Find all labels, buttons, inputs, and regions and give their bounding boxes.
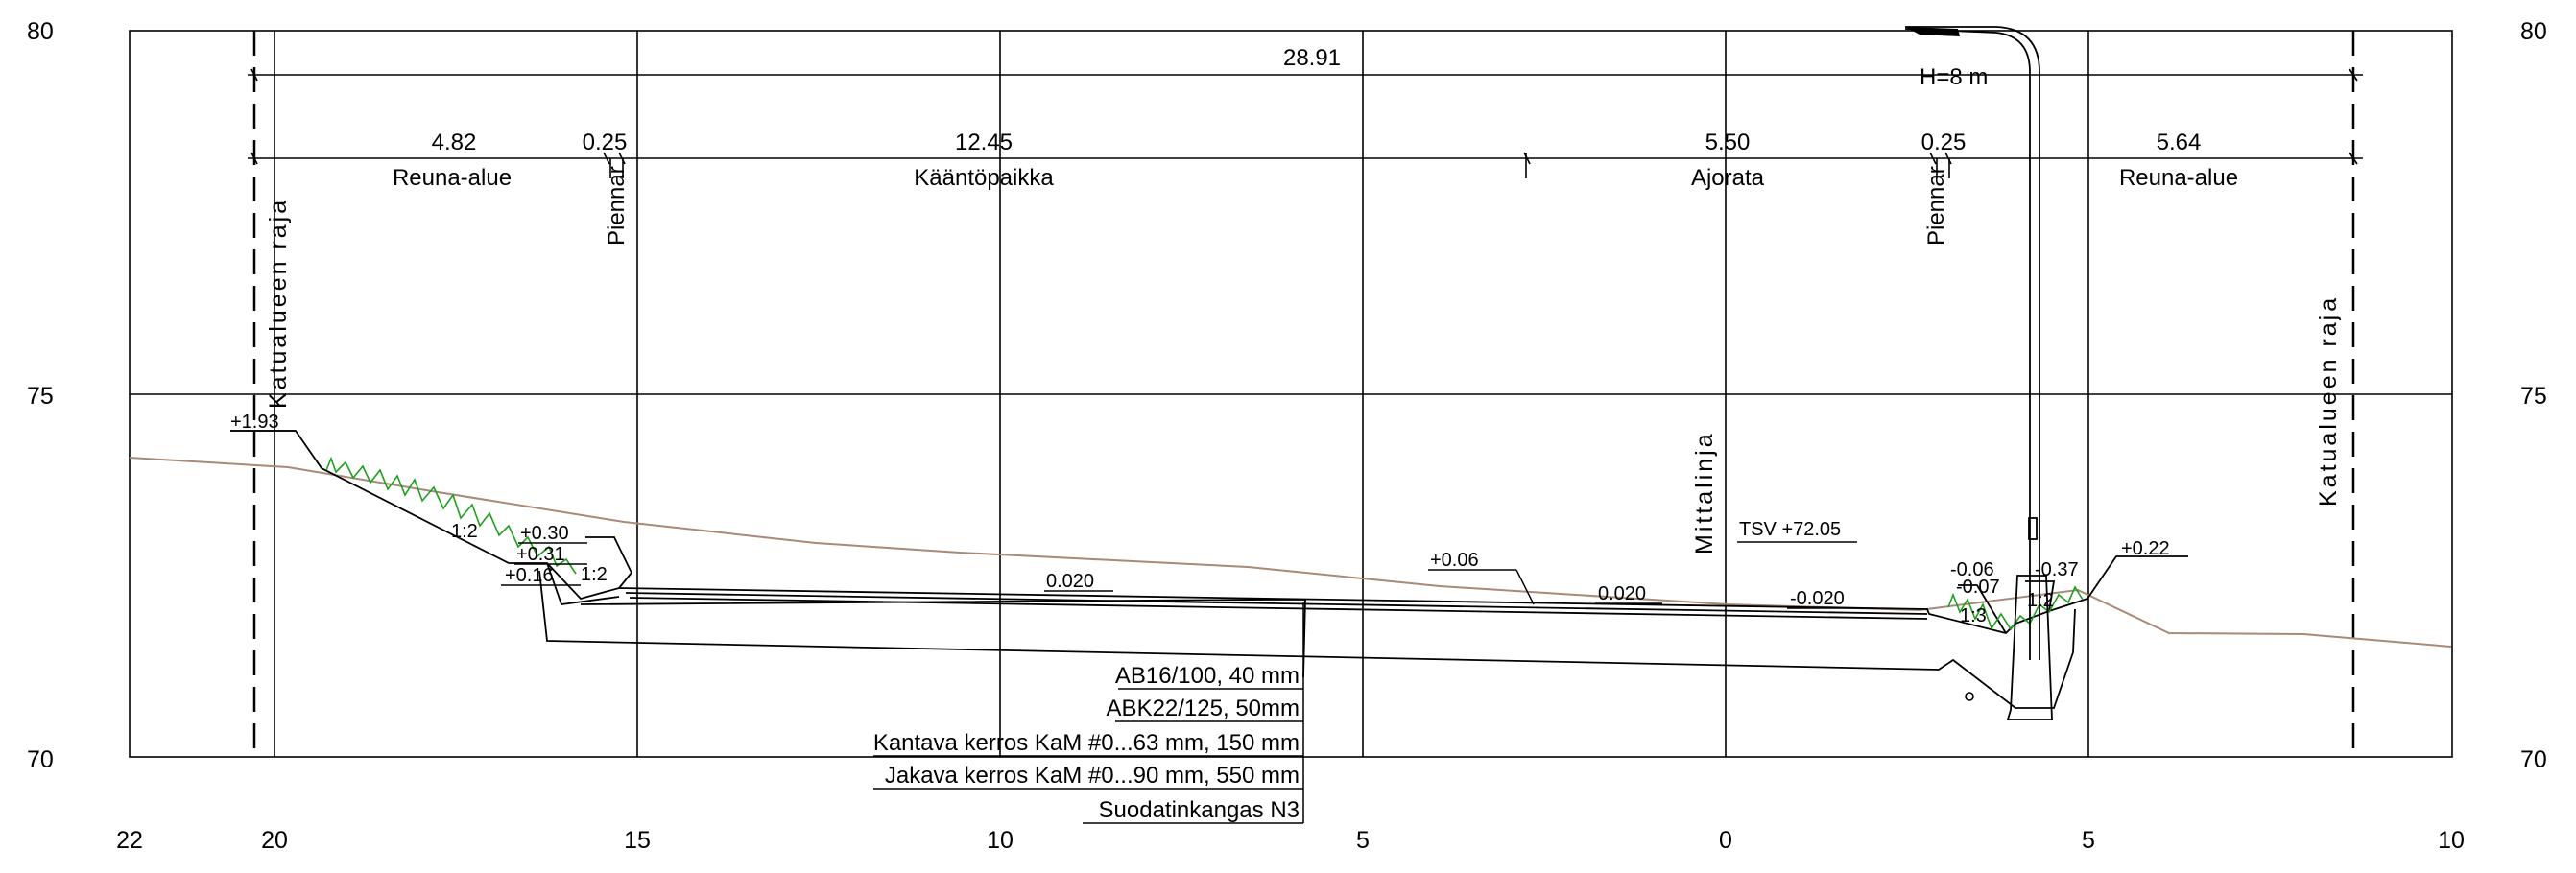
height-label: -0.37 — [2035, 559, 2079, 580]
shoulder-label-right: Piennar — [1923, 166, 1949, 246]
boundary-label-right: Katualueen raja — [2315, 295, 2342, 507]
centerline-label: Mittalinja — [1691, 431, 1718, 554]
zone-name-label: Reuna-alue — [393, 165, 512, 191]
shoulder-label-left: Piennar — [604, 166, 630, 246]
height-leaders — [230, 430, 1857, 605]
offset-label: 0 — [1719, 827, 1732, 854]
crossfall-labels: 0.020 0.020 -0.020 — [1046, 571, 1845, 609]
elev-label-80-right: 80 — [2520, 18, 2547, 45]
total-width-label: 28.91 — [1283, 45, 1341, 71]
zone-width-label: 5.50 — [1705, 130, 1751, 155]
layer-label: AB16/100, 40 mm — [1115, 663, 1300, 689]
zone-width-label: 4.82 — [432, 130, 477, 155]
zone-widths: 4.82 0.25 12.45 5.50 0.25 5.64 — [432, 130, 2202, 155]
zone-width-label: 0.25 — [583, 130, 628, 155]
offset-label: 10 — [987, 827, 1014, 854]
elev-label-75-left: 75 — [27, 383, 54, 410]
layer-label: Kantava kerros KaM #0...63 mm, 150 mm — [873, 730, 1300, 756]
height-label: +0.31 — [516, 544, 565, 565]
height-label: +0.22 — [2121, 538, 2170, 559]
pole-height-label: H=8 m — [1920, 64, 1988, 90]
offset-labels: 22 20 15 10 5 0 5 10 — [116, 827, 2465, 854]
elev-label-80-left: 80 — [27, 18, 54, 45]
light-pole — [1904, 26, 2053, 720]
zone-name-label: Kääntöpaikka — [914, 165, 1054, 191]
offset-label: 5 — [2082, 827, 2095, 854]
layer-label: Suodatinkangas N3 — [1099, 797, 1300, 823]
slope-label: 1:2 — [451, 521, 478, 542]
layer-callout-lines — [873, 602, 1304, 824]
zone-width-label: 5.64 — [2157, 130, 2202, 155]
layer-labels: AB16/100, 40 mm ABK22/125, 50mm Kantava … — [873, 663, 1300, 823]
zone-name-label: Ajorata — [1691, 165, 1765, 191]
tsv-label: TSV +72.05 — [1739, 519, 1841, 540]
height-label: +0.16 — [505, 565, 554, 586]
height-label: +0.30 — [520, 523, 569, 544]
existing-ground-line — [129, 457, 2452, 648]
layer-label: ABK22/125, 50mm — [1107, 696, 1300, 721]
zone-width-label: 0.25 — [1921, 130, 1967, 155]
height-label: -0.07 — [1956, 577, 2000, 598]
crossfall-label: -0.020 — [1790, 588, 1845, 609]
crossfall-label: 0.020 — [1046, 571, 1094, 592]
height-label: -0.06 — [1950, 559, 1994, 580]
height-label: +1.93 — [230, 412, 279, 433]
zone-width-label: 12.45 — [955, 130, 1013, 155]
offset-label: 5 — [1356, 827, 1370, 854]
slope-label: 1:2 — [581, 564, 608, 585]
crossfall-underlines — [1044, 590, 1864, 609]
slope-label: 1:2 — [2027, 590, 2054, 611]
grid — [129, 30, 2453, 758]
offset-label: 10 — [2438, 827, 2465, 854]
offset-label: 15 — [624, 827, 651, 854]
slope-label: 1:3 — [1960, 605, 1987, 626]
elev-label-70-right: 70 — [2520, 746, 2547, 773]
elev-label-70-left: 70 — [27, 746, 54, 773]
height-label: +0.06 — [1430, 550, 1479, 571]
drain-pipe — [1965, 692, 1974, 701]
zone-name-label: Reuna-alue — [2119, 165, 2238, 191]
offset-label: 22 — [116, 827, 143, 854]
design-surface — [230, 430, 2188, 709]
slope-labels: 1:2 1:2 1:3 1:2 — [451, 521, 2054, 626]
layer-label: Jakava kerros KaM #0...90 mm, 550 mm — [885, 763, 1300, 789]
crossfall-label: 0.020 — [1598, 583, 1646, 604]
dimension-lines — [248, 68, 2363, 178]
offset-label: 20 — [261, 827, 288, 854]
height-annotations: +1.93 +0.30 +0.31 +0.16 +0.06 -0.06 -0.0… — [230, 412, 2170, 598]
lamp-head — [1905, 27, 1960, 36]
elev-label-75-right: 75 — [2520, 383, 2547, 410]
boundary-label-left: Katualueen raja — [265, 198, 292, 409]
zone-names: Reuna-alue Kääntöpaikka Ajorata Reuna-al… — [393, 165, 2238, 191]
